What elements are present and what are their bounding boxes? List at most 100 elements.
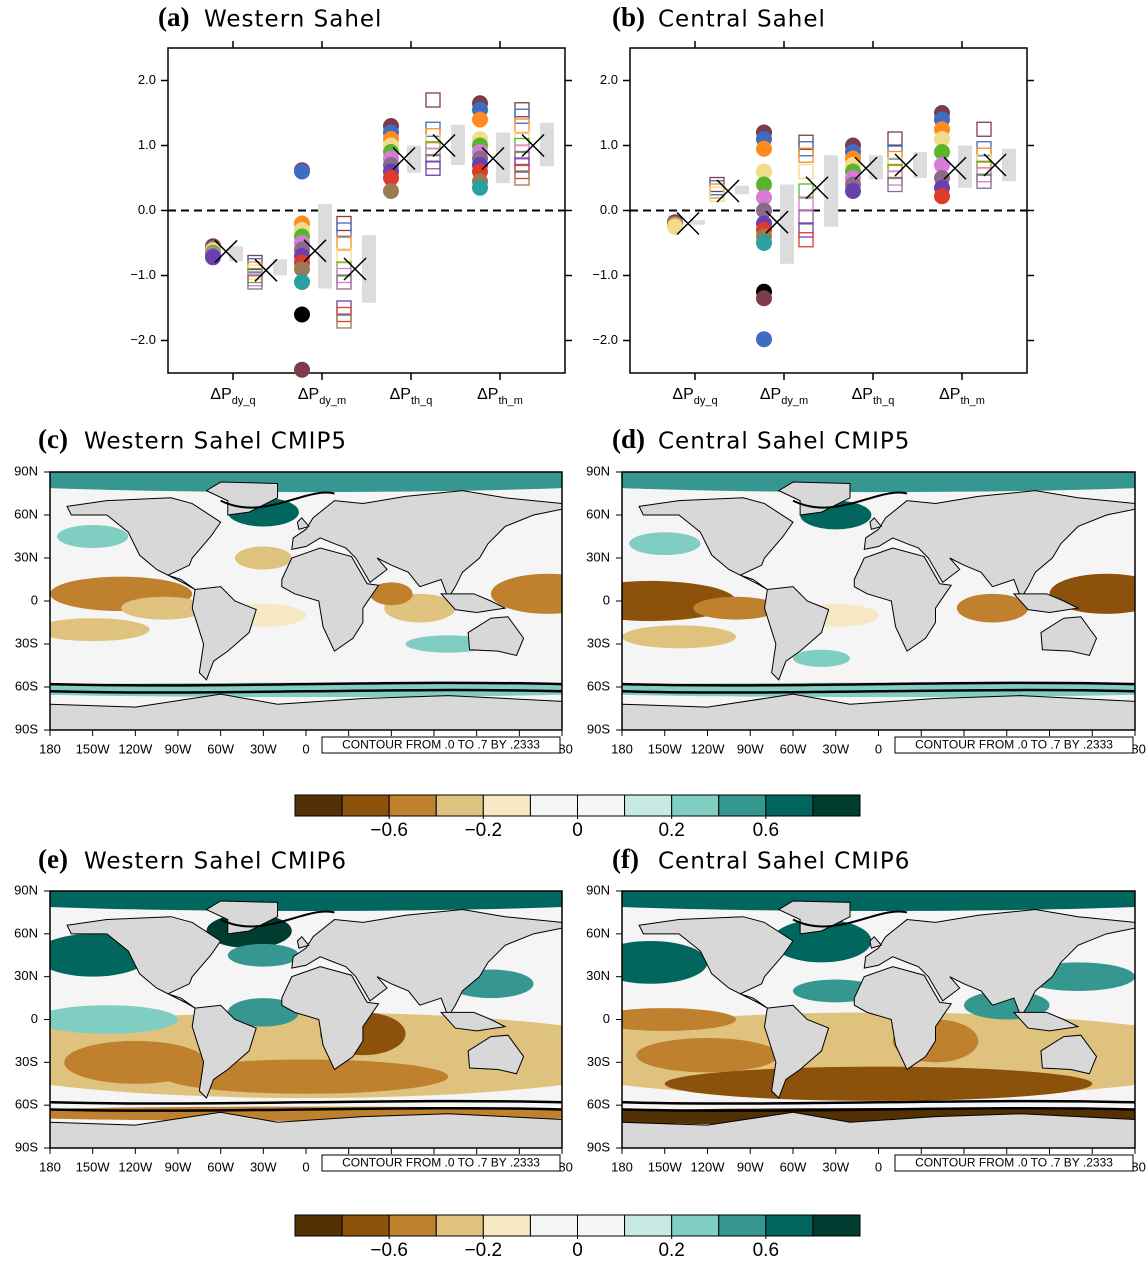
model-point (756, 163, 772, 180)
y-tick-label: 30N (586, 968, 610, 983)
land (281, 966, 380, 1071)
x-tick-label: 90W (165, 1159, 192, 1174)
model-point (756, 202, 772, 219)
land (296, 517, 310, 530)
map-area (622, 472, 1135, 730)
model-point (336, 248, 352, 264)
x-tick-label: 120W (691, 1159, 726, 1174)
y-tick-label: 90N (14, 882, 38, 897)
anomaly-patch (50, 618, 150, 642)
land (1040, 616, 1098, 657)
panel-label: (d) (612, 424, 645, 454)
model-point (383, 170, 399, 186)
contour-line (792, 910, 908, 928)
anomaly-patch (622, 625, 736, 649)
category-subscript: dy_q (694, 395, 718, 407)
land (439, 1011, 507, 1032)
y-tick-label: 60N (586, 925, 610, 940)
model-point (756, 235, 772, 251)
anomaly-patch (57, 525, 129, 548)
x-tick-label: 120W (118, 741, 153, 756)
x-tick-label: ΔPth_m (939, 386, 985, 407)
colorbar-box (482, 1214, 531, 1237)
y-tick-label: 1.0 (600, 137, 618, 152)
panel-title: Central Sahel CMIP6 (658, 849, 910, 875)
anomaly-patch (227, 943, 299, 967)
anomaly-patch (50, 891, 562, 911)
x-tick-label: 0 (302, 1159, 309, 1174)
category-prefix: ΔP (390, 386, 411, 403)
colorbar-label: 0.2 (658, 1240, 684, 1261)
colorbar-box (624, 794, 673, 817)
mean-marker (983, 153, 1007, 177)
x-tick-label: 0 (875, 741, 882, 756)
category-prefix: ΔP (477, 386, 498, 403)
anomaly-patch (793, 649, 850, 667)
x-tick-label: 90W (737, 741, 764, 756)
land (638, 916, 794, 1009)
map-area (50, 472, 562, 730)
model-point (294, 163, 310, 180)
range-bar (780, 184, 794, 264)
mean-marker (254, 258, 278, 282)
colorbar-box (718, 1214, 767, 1237)
y-tick-label: 90N (586, 882, 610, 897)
anomaly-patch (622, 472, 1135, 493)
colorbar-box (812, 794, 861, 817)
model-point (667, 218, 683, 235)
range-bar (496, 132, 510, 184)
range-bar (362, 235, 376, 303)
y-tick-label: 0.0 (138, 202, 156, 217)
y-tick-label: 60S (15, 678, 38, 693)
land (853, 966, 953, 1071)
x-tick-label: 150W (648, 741, 683, 756)
range-bar (691, 220, 705, 225)
land (853, 547, 953, 652)
category-subscript: th_m (498, 395, 522, 407)
contour-line (622, 681, 1135, 687)
land (863, 490, 1135, 600)
colorbar-box (294, 794, 343, 817)
model-point (425, 92, 441, 108)
category-subscript: dy_q (232, 395, 256, 407)
x-tick-label: 60W (207, 741, 234, 756)
model-point (887, 131, 903, 147)
x-tick-label: 60W (207, 1159, 234, 1174)
colorbar-label: 0.2 (658, 820, 684, 841)
land (66, 916, 222, 1009)
model-point (383, 183, 399, 199)
land (291, 490, 562, 600)
model-point (247, 274, 263, 290)
contour-note: CONTOUR FROM .0 TO .7 BY .2333 (342, 738, 540, 752)
land (296, 935, 310, 949)
colorbar-box (482, 794, 531, 817)
model-point (205, 249, 221, 266)
land (1012, 1011, 1080, 1032)
anomaly-patch (622, 940, 708, 984)
y-tick-label: −1.0 (130, 267, 156, 282)
model-point (798, 147, 814, 163)
land (205, 481, 279, 516)
model-point (798, 222, 814, 238)
y-tick-label: 90S (587, 721, 610, 736)
contour-line (792, 491, 908, 509)
colorbar-box (529, 794, 579, 817)
x-tick-label: ΔPdy_q (672, 386, 717, 407)
mean-marker (716, 179, 740, 203)
land (869, 517, 883, 530)
note-box (894, 736, 1134, 754)
contour-line (622, 1106, 1135, 1112)
colorbar-label: −0.6 (370, 1240, 408, 1261)
model-point (514, 118, 530, 134)
x-tick-label: 180 (611, 741, 633, 756)
land (763, 1004, 830, 1099)
x-tick-label: 30W (822, 1159, 849, 1174)
x-tick-label: 30W (250, 1159, 277, 1174)
x-tick-label: 90W (737, 1159, 764, 1174)
range-bar (451, 124, 465, 165)
land (281, 547, 380, 652)
mean-marker (303, 239, 327, 263)
anomaly-patch (227, 998, 299, 1027)
colorbar-label: −0.2 (465, 820, 503, 841)
